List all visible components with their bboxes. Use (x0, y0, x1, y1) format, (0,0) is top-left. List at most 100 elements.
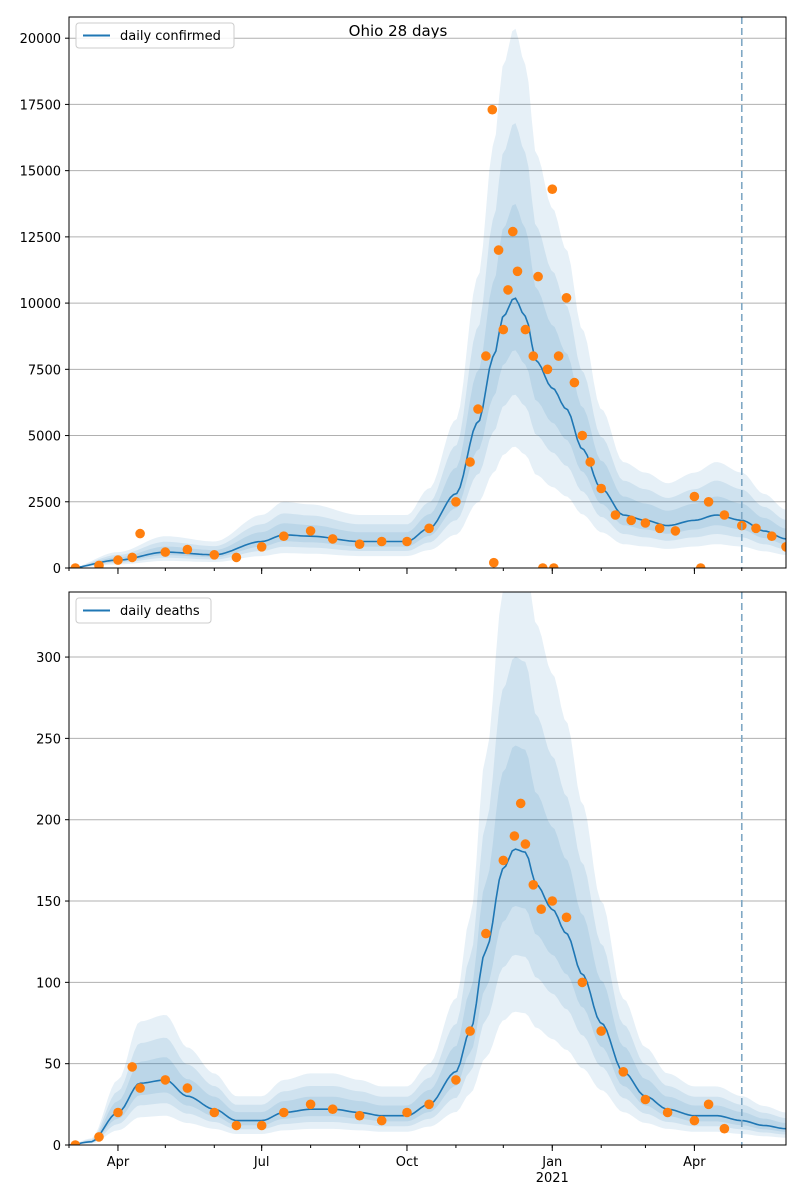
uncertainty-band (69, 123, 786, 568)
x-tick-label: Apr (107, 1155, 130, 1170)
data-point (561, 912, 572, 923)
data-point (553, 351, 564, 361)
axes-frame (68, 591, 787, 1146)
data-point (547, 896, 558, 906)
data-point (618, 1067, 629, 1077)
data-point (231, 552, 242, 563)
uncertainty-band (69, 656, 786, 1145)
data-point (182, 1083, 193, 1093)
uncertainty-bands (69, 592, 786, 1145)
data-point (451, 1075, 461, 1085)
data-point (376, 1115, 387, 1126)
legend: daily confirmed (75, 22, 235, 49)
data-point (585, 457, 595, 467)
data-point (703, 497, 714, 507)
data-point (533, 271, 543, 282)
data-point (767, 531, 777, 541)
x-tick-label: Jul (253, 1155, 270, 1170)
data-point (127, 552, 137, 563)
y-tick-label: 50 (44, 1058, 61, 1073)
data-point (577, 977, 588, 988)
data-point (503, 285, 513, 295)
y-tick-label: 250 (36, 732, 61, 747)
uncertainty-bands (69, 28, 786, 568)
legend-label: daily deaths (120, 604, 200, 619)
data-point (113, 555, 123, 565)
data-point (569, 377, 580, 388)
uncertainty-band (69, 28, 786, 568)
data-point (561, 293, 572, 303)
data-point (515, 798, 526, 809)
uncertainty-band (69, 745, 786, 1145)
x-tick-label: Oct (396, 1155, 418, 1170)
data-point (465, 1026, 475, 1036)
data-point (481, 928, 491, 939)
data-point (402, 536, 412, 547)
data-point (596, 483, 606, 494)
data-point (610, 510, 621, 520)
data-point (182, 544, 193, 555)
data-point (135, 1083, 145, 1093)
data-point (498, 855, 509, 866)
data-point (424, 523, 434, 534)
data-point (542, 364, 553, 375)
y-tick-label: 15000 (20, 165, 61, 180)
data-point (256, 542, 267, 552)
data-point (493, 245, 504, 255)
y-tick-label: 150 (36, 895, 61, 910)
y-tick-label: 17500 (20, 98, 61, 113)
y-tick-label: 2500 (28, 496, 61, 511)
data-point (279, 531, 289, 541)
x-year-label: 2021 (536, 1171, 569, 1186)
data-point (577, 430, 588, 441)
data-point (305, 1099, 316, 1110)
data-point (640, 1094, 651, 1105)
data-point (751, 523, 761, 534)
y-tick-label: 20000 (20, 32, 61, 47)
data-point (547, 184, 558, 194)
data-point (549, 563, 559, 568)
data-point (70, 1140, 81, 1145)
legend-box (75, 22, 235, 49)
data-point (703, 1099, 714, 1110)
data-point (528, 351, 539, 361)
data-point (127, 1062, 137, 1072)
y-tick-label: 10000 (20, 297, 61, 312)
data-point (402, 1107, 412, 1118)
data-point (520, 324, 531, 335)
observed-points (70, 104, 786, 568)
data-point (354, 539, 365, 549)
data-point (376, 536, 387, 547)
data-point (160, 1075, 171, 1085)
y-tick-label: 7500 (28, 363, 61, 378)
figure-title: Ohio 28 days (349, 22, 448, 40)
y-tick-label: 12500 (20, 231, 61, 246)
data-point (209, 1107, 220, 1118)
data-point (670, 526, 681, 536)
y-tick-label: 100 (36, 976, 61, 991)
y-tick-label: 0 (53, 1139, 61, 1154)
data-point (209, 550, 220, 560)
data-point (473, 404, 483, 414)
data-point (160, 547, 171, 557)
observed-points (70, 798, 730, 1145)
data-point (640, 518, 651, 528)
legend-label: daily confirmed (120, 29, 221, 44)
uncertainty-band (69, 204, 786, 568)
data-point (113, 1107, 123, 1118)
panel-deaths: 0 50 100 150 200 250 300 Apr Jul Oct Jan Apr 2021 dai… (36, 591, 787, 1186)
data-point (596, 1026, 606, 1036)
data-point (70, 563, 81, 568)
data-point (487, 104, 498, 115)
data-point (327, 1104, 338, 1114)
axes-frame (68, 16, 787, 569)
uncertainty-band (69, 592, 786, 1145)
data-point (719, 510, 730, 520)
data-point (489, 557, 499, 568)
data-point (536, 904, 546, 914)
data-point (528, 880, 539, 890)
data-point (662, 1107, 673, 1118)
data-point (135, 528, 145, 539)
data-point (509, 831, 520, 841)
